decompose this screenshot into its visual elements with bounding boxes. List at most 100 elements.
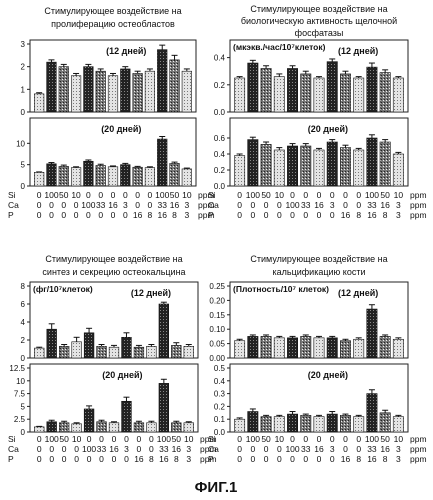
bar	[313, 77, 325, 113]
y-tick-label: 8	[21, 282, 26, 291]
bar	[144, 70, 156, 113]
param-value: 16	[172, 444, 182, 454]
bar	[58, 422, 70, 433]
param-value: 100	[81, 200, 95, 210]
param-unit: ppm	[198, 200, 215, 210]
bar	[340, 340, 351, 359]
y-tick-label: 0.2	[214, 402, 226, 411]
bar	[326, 413, 338, 433]
param-unit: ppm	[200, 444, 217, 454]
bar	[83, 408, 95, 433]
param-value: 10	[184, 434, 194, 444]
param-value: 0	[250, 200, 255, 210]
param-value: 16	[157, 210, 167, 220]
param-value: 16	[341, 454, 351, 464]
chart-title-line: Стимулирующее воздействие на	[45, 254, 182, 264]
panel-label: (20 дней)	[102, 370, 142, 380]
bar	[247, 139, 259, 187]
param-value: 0	[87, 434, 92, 444]
param-value: 8	[383, 454, 388, 464]
bar	[366, 137, 378, 187]
param-unit: ppm	[200, 434, 217, 444]
bar	[183, 345, 194, 359]
param-row-label: Si	[208, 190, 216, 200]
param-value: 0	[124, 454, 129, 464]
param-value: 8	[356, 454, 361, 464]
param-value: 0	[290, 190, 295, 200]
param-row-label: Si	[208, 434, 216, 444]
param-value: 100	[157, 434, 171, 444]
param-value: 33	[301, 200, 311, 210]
panel-label: (12 дней)	[338, 46, 378, 56]
param-value: 0	[111, 190, 116, 200]
bar	[247, 62, 259, 113]
bar	[83, 332, 95, 359]
param-row-label: P	[208, 454, 214, 464]
param-value: 16	[134, 454, 144, 464]
bar	[340, 415, 351, 433]
panel-day12: 0.0 0.2 0.4 (12 дней) (мкэкв./час/10⁷клеток)	[214, 39, 409, 117]
param-value: 0	[149, 434, 154, 444]
param-value: 16	[380, 444, 390, 454]
bar	[273, 76, 285, 113]
bar	[34, 426, 45, 433]
y-tick-label: 0.1	[214, 415, 226, 424]
bar	[273, 149, 285, 187]
param-value: 33	[159, 444, 169, 454]
param-value: 0	[49, 454, 54, 464]
chart-title-line: фосфатазы	[295, 28, 344, 38]
bar	[169, 163, 180, 187]
param-row-label: Ca	[208, 444, 219, 454]
param-value: 50	[380, 190, 390, 200]
param-value: 8	[174, 454, 179, 464]
bar	[366, 66, 378, 113]
param-value: 0	[330, 434, 335, 444]
bar	[169, 59, 180, 113]
panel-day20: 0.0 0.1 0.2 0.3 0.4 0.5 (20 дней)	[214, 363, 409, 437]
param-value: 0	[74, 454, 79, 464]
bar	[108, 422, 120, 433]
bar	[71, 341, 82, 359]
bar	[133, 346, 145, 359]
param-value: 0	[112, 454, 117, 464]
param-unit: ppm	[200, 454, 217, 464]
bar	[181, 168, 192, 187]
bar	[34, 172, 45, 187]
param-unit: ppm	[198, 210, 215, 220]
param-value: 16	[108, 200, 118, 210]
y-tick-label: 0.0	[214, 108, 226, 117]
param-value: 50	[59, 190, 69, 200]
param-value: 0	[330, 190, 335, 200]
param-value: 0	[98, 190, 103, 200]
chart-title-line: пролиферацию остеобластов	[51, 19, 175, 29]
param-value: 3	[396, 444, 401, 454]
bar	[379, 72, 391, 113]
param-value: 16	[380, 200, 390, 210]
param-value: 0	[237, 444, 242, 454]
param-value: 0	[86, 190, 91, 200]
y-tick-label: 0.15	[209, 311, 225, 320]
bar	[70, 75, 82, 113]
bar	[83, 160, 94, 187]
bar	[70, 167, 82, 187]
bar	[379, 336, 391, 359]
param-value: 0	[277, 444, 282, 454]
bar	[353, 77, 365, 113]
y-tick-label: 2.5	[14, 415, 26, 424]
param-value: 0	[37, 434, 42, 444]
unit-label: (мкэкв./час/10⁷клеток)	[233, 42, 326, 52]
param-value: 16	[159, 454, 169, 464]
y-tick-label: 0.0	[214, 182, 226, 191]
y-tick-label: 2	[21, 336, 26, 345]
param-value: 0	[237, 454, 242, 464]
param-value: 3	[184, 200, 189, 210]
chart-2: Стимулирующее воздействие на биологическу…	[208, 4, 427, 220]
param-unit: ppm	[410, 444, 427, 454]
param-value: 0	[343, 190, 348, 200]
bar	[300, 336, 312, 359]
panel-label: (12 дней)	[338, 288, 378, 298]
param-row-label: Ca	[8, 444, 19, 454]
param-row-label: P	[208, 210, 214, 220]
bar	[353, 416, 365, 433]
